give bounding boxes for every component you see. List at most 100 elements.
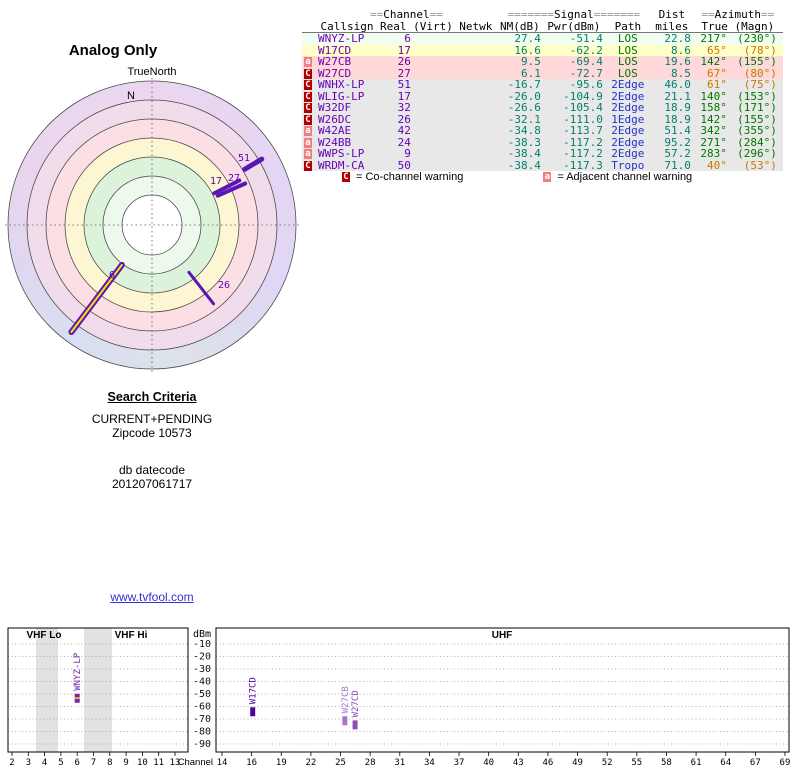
db-datecode-label: db datecode: [118, 463, 186, 477]
true-magn-col-header: True (Magn): [692, 20, 783, 33]
x-axis-tick-label: 25: [335, 758, 346, 768]
signal-table-body: WNYZ-LP 6 27.4 -51.4 LOS 22.8 217° (230°) W17CD 1…: [302, 32, 783, 172]
true-azimuth-cell: 140°: [700, 89, 727, 103]
pwr-cell: -117.2: [563, 135, 603, 149]
magnetic-azimuth-cell: (355°): [737, 124, 777, 137]
magnetic-azimuth-cell: (296°): [737, 147, 777, 160]
radar-signal-label: 27: [228, 173, 240, 184]
db-datecode-value: 201207061717: [111, 476, 193, 491]
true-azimuth-cell: 65°: [706, 43, 727, 57]
virt-channel-cell: [413, 33, 455, 45]
nm-cell: -38.4: [507, 147, 541, 160]
adjacent-channel-badge: a: [304, 126, 312, 136]
pwr-cell: -104.9: [563, 89, 603, 103]
signal-row: C W32DF 32 -26.6 -105.4 2Edge 18.9 158° (171°): [302, 102, 783, 114]
signal-table: ==Channel== =======Signal======= Dist ==…: [302, 9, 783, 171]
warning-badge-cell: C: [302, 91, 316, 103]
x-axis-tick-label: 31: [394, 758, 405, 768]
real-channel-cell: 32: [397, 101, 411, 114]
miles-cell: 19.6: [664, 55, 691, 68]
network-cell: [455, 68, 497, 80]
network-cell: [455, 45, 497, 57]
truenorth-label: TrueNorth: [127, 66, 177, 78]
warning-badge-cell: C: [302, 160, 316, 172]
miles-cell: 8.5: [670, 66, 691, 80]
x-axis-tick-label: 5: [58, 758, 63, 768]
nm-cell: -26.6: [507, 101, 541, 114]
co-channel-badge: C: [304, 68, 312, 79]
real-channel-cell: 51: [397, 78, 411, 91]
azimuth-group-label: Azimuth: [714, 8, 762, 21]
co-channel-legend-text: = Co-channel warning: [356, 171, 464, 183]
signal-row: a W24BB 24 -38.3 -117.2 2Edge 95.2 271° (284°): [302, 135, 783, 149]
y-axis-tick-label: -40: [193, 677, 211, 688]
tvfool-link[interactable]: www.tvfool.com: [110, 590, 194, 604]
true-azimuth-cell: 40°: [706, 158, 727, 172]
nm-cell: -34.8: [507, 124, 541, 137]
co-channel-badge: C: [304, 103, 312, 113]
radar-signal-spoke: [242, 156, 265, 172]
real-channel-cell: 6: [404, 32, 411, 45]
radar-signal-spoke: [215, 181, 248, 198]
miles-cell: 21.1: [664, 89, 691, 103]
pwr-cell: -69.4: [569, 55, 603, 68]
channel-group-label: Channel: [383, 8, 430, 21]
path-cell: 1Edge: [611, 112, 645, 126]
y-axis-tick-label: -20: [193, 652, 211, 663]
warning-badge-cell: C: [302, 68, 316, 80]
warning-badge-cell: a: [302, 125, 316, 137]
band-section-label: VHF Hi: [115, 630, 148, 641]
adjacent-channel-legend-item: a = Adjacent channel warning: [543, 171, 692, 183]
network-cell: [455, 56, 497, 68]
co-channel-badge: C: [304, 80, 312, 90]
co-channel-badge: C: [304, 114, 312, 125]
network-cell: [455, 79, 497, 91]
network-cell: [455, 102, 497, 114]
miles-cell: 71.0: [664, 158, 691, 172]
adjacent-channel-badge: a: [304, 137, 312, 148]
callsign-cell: WNYZ-LP: [318, 32, 365, 45]
nm-cell: 27.4: [514, 32, 541, 45]
warning-badge-cell: C: [302, 102, 316, 114]
spectrum-chart: -10 -20-30 -40-50 -60-70 -80-90 VHF Lo VHF Hi U…: [7, 627, 790, 768]
vhf-shaded-band: [84, 628, 112, 752]
netwk-col-header: Netwk: [454, 20, 497, 33]
miles-cell: 18.9: [664, 101, 691, 114]
nm-col-header: NM(dB): [496, 20, 543, 33]
signal-group-header: =======Signal=======: [497, 9, 651, 21]
virt-channel-cell: [413, 45, 455, 57]
magnetic-azimuth-cell: (53°): [743, 158, 777, 172]
signal-callsign-label: W27CB: [341, 686, 351, 713]
signal-callsign-label: WNYZ-LP: [73, 652, 83, 691]
real-channel-cell: 27: [397, 66, 411, 80]
network-cell: [455, 160, 497, 172]
x-axis-tick-label: 67: [750, 758, 761, 768]
search-criteria-section: Search Criteria CURRENT+PENDING Zipcode …: [0, 390, 304, 491]
real-channel-cell: 24: [397, 135, 411, 149]
true-azimuth-cell: 61°: [706, 78, 727, 91]
warning-badge-cell: a: [302, 137, 316, 149]
x-axis-tick-label: 4: [42, 758, 47, 768]
eq-decoration: =======: [593, 8, 641, 21]
radar-title: Analog Only: [68, 42, 158, 59]
nm-cell: -38.4: [507, 158, 541, 172]
nm-cell: -32.1: [507, 112, 541, 126]
nm-cell: -38.3: [507, 135, 541, 149]
warning-badge-cell: a: [302, 56, 316, 68]
signal-row: a W42AE 42 -34.8 -113.7 2Edge 51.4 342° (355°): [302, 125, 783, 137]
eq-decoration: ==: [761, 8, 775, 21]
adjacent-channel-badge: a: [543, 172, 552, 182]
x-axis-tick-label: 3: [26, 758, 31, 768]
nm-cell: -16.7: [507, 78, 541, 91]
y-axis-tick-label: -30: [193, 664, 211, 675]
y-axis-tick-label: -50: [193, 689, 211, 700]
pwr-cell: -105.4: [563, 101, 603, 114]
pwr-cell: -95.6: [569, 78, 603, 91]
radar-signal-label: 26: [218, 280, 230, 291]
pwr-cell: -113.7: [563, 124, 603, 137]
virt-channel-cell: [413, 114, 455, 126]
x-axis-tick-label: 10: [137, 758, 148, 768]
true-azimuth-cell: 271°: [700, 135, 727, 149]
miles-cell: 46.0: [664, 78, 691, 91]
x-axis-tick-label: 14: [217, 758, 228, 768]
